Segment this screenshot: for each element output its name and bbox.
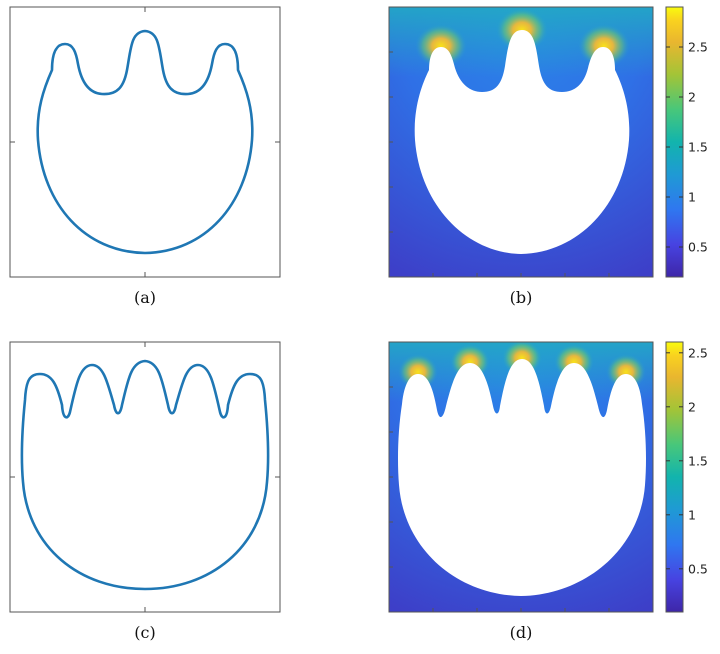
colorbar-tick-label: 1 bbox=[688, 190, 696, 205]
cavity-b bbox=[414, 30, 630, 254]
colorbar-strip-d bbox=[665, 341, 684, 613]
shape-outline-a bbox=[36, 29, 254, 255]
panel-d: 0.5 1 1.5 2 2.5 (d) bbox=[388, 341, 708, 642]
colorbar-tick-label: 2.5 bbox=[688, 345, 708, 360]
panel-a: (a) bbox=[9, 6, 281, 307]
caption-d: (d) bbox=[510, 623, 533, 642]
colorbar-tick-label: 2 bbox=[688, 90, 696, 105]
caption-c: (c) bbox=[134, 623, 155, 642]
colorbar-tick-label: 2 bbox=[688, 399, 696, 414]
axes-frame-c bbox=[9, 341, 281, 613]
shape-outline-c bbox=[20, 359, 270, 591]
colorbar-tick-label: 1.5 bbox=[688, 140, 708, 155]
axes-frame-a bbox=[9, 6, 281, 278]
colorbar-ticks-d: 0.5 1 1.5 2 2.5 bbox=[666, 345, 708, 576]
colorbar-b: 0.5 1 1.5 2 2.5 bbox=[665, 6, 708, 278]
colorbar-tick-label: 0.5 bbox=[688, 240, 708, 255]
cavity-d bbox=[398, 359, 646, 596]
colorbar-ticks-b: 0.5 1 1.5 2 2.5 bbox=[666, 40, 708, 255]
caption-b: (b) bbox=[510, 288, 533, 307]
colorbar-tick-label: 1 bbox=[688, 507, 696, 522]
hotspot-b-3 bbox=[578, 24, 630, 68]
colorbar-strip-b bbox=[665, 6, 684, 278]
panel-c: (c) bbox=[9, 341, 281, 642]
caption-a: (a) bbox=[134, 288, 156, 307]
panel-b: 0.5 1 1.5 2 2.5 (b) bbox=[388, 6, 708, 307]
colorbar-tick-label: 0.5 bbox=[688, 561, 708, 576]
colorbar-d: 0.5 1 1.5 2 2.5 bbox=[665, 341, 708, 613]
colorbar-tick-label: 2.5 bbox=[688, 40, 708, 55]
hotspot-b-1 bbox=[415, 24, 467, 68]
colorbar-tick-label: 1.5 bbox=[688, 453, 708, 468]
